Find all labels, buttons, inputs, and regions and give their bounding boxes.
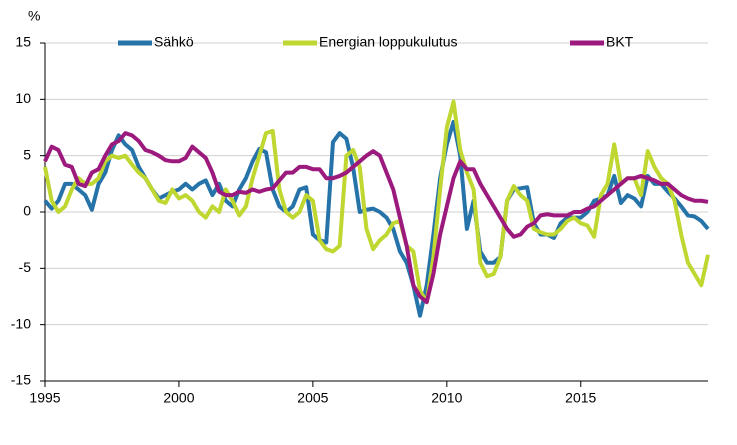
x-tick-label: 2015 [565, 390, 596, 406]
y-tick-label: 5 [23, 146, 31, 162]
series-line [43, 131, 709, 305]
y-tick-label: 10 [15, 90, 31, 106]
legend-label: Energian loppukulutus [319, 34, 458, 50]
legend-label: BKT [606, 34, 634, 50]
legend-label: Sähkö [154, 34, 194, 50]
x-tick-label: 1995 [29, 390, 60, 406]
y-unit: % [28, 8, 40, 24]
y-tick-label: 0 [23, 203, 31, 219]
x-tick-label: 2000 [163, 390, 194, 406]
y-tick-label: 15 [15, 34, 31, 50]
series-line [43, 99, 710, 305]
x-tick-label: 2010 [431, 390, 462, 406]
y-tick-label: -15 [11, 372, 31, 388]
y-tick-label: -5 [19, 259, 32, 275]
x-tick-label: 2005 [297, 390, 328, 406]
y-tick-label: -10 [11, 315, 31, 331]
